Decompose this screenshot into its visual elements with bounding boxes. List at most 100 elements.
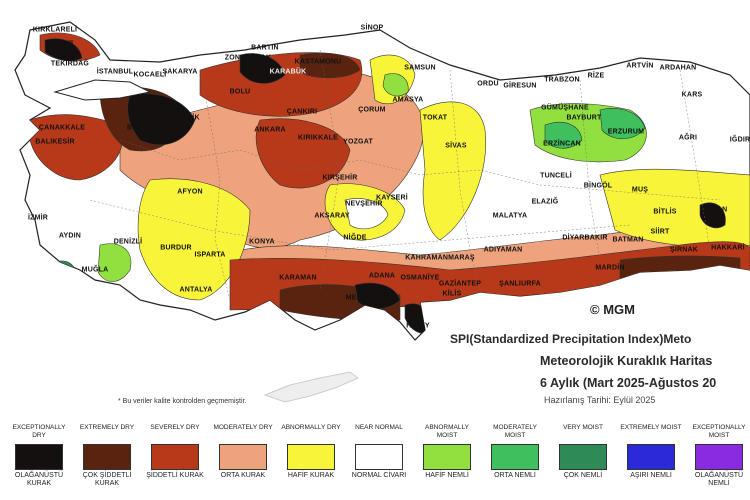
province-boundary (89, 199, 631, 251)
city-label: ANKARA (254, 126, 286, 134)
legend-swatch (559, 444, 607, 470)
legend-swatch (287, 444, 335, 470)
legend-label-en: ABNORMALLY MOIST (425, 424, 469, 439)
city-label: TRABZON (544, 76, 580, 84)
drought-map: KIRKLARELİ EDİRNE TEKİRDAĞ İSTANBUL KOCAELİ S… (14, 21, 750, 403)
city-label: KARABÜK (269, 68, 307, 76)
legend-label-tr: ORTA NEMLİ (494, 472, 536, 479)
marmara-sea (53, 79, 152, 101)
city-label: AYDIN (58, 232, 82, 240)
zone-ankara-severely-dry (255, 118, 351, 189)
zone-west-severely-dry (29, 114, 123, 181)
legend-item: MODERATELY DRY ORTA KURAK (210, 424, 276, 480)
province-boundary (319, 49, 341, 291)
city-label: KIRIKKALE (298, 134, 338, 142)
legend-label-en: MODERATELY MOIST (493, 424, 537, 439)
city-label: RİZE (587, 72, 605, 80)
city-label: AFYON (177, 188, 203, 196)
city-label: BAYBURT (566, 114, 602, 122)
legend-item: MODERATELY MOIST ORTA NEMLİ (482, 424, 548, 480)
city-label: BATMAN (612, 236, 644, 244)
city-label: ISPARTA (194, 251, 226, 259)
map-period: 6 Aylık (Mart 2025-Ağustos 20 (540, 376, 717, 390)
city-label: ÇANAKKALE (38, 124, 86, 132)
city-label: SİİRT (650, 228, 670, 236)
legend-swatch (151, 444, 199, 470)
city-label: KARAMAN (279, 274, 317, 282)
zone-bursa-exceptionally-dry (127, 93, 196, 146)
legend-item: ABNORMALLY MOIST HAFİF NEMLİ (414, 424, 480, 480)
city-label: MERSİN (345, 294, 375, 302)
legend-label-en: VERY MOIST (563, 424, 603, 431)
legend-label-tr: AŞIRI NEMLİ (630, 472, 672, 479)
city-label: ANTALYA (179, 286, 213, 294)
city-label: İZMİR (27, 214, 49, 222)
city-label: KASTAMONU (294, 58, 342, 66)
zone-lakes-abnormally-dry (137, 178, 251, 301)
zone-van-exceptionally-dry (699, 202, 726, 229)
legend-item: EXCEPTIONALLY MOIST OLAĞANÜSTÜ NEMLİ (686, 424, 750, 488)
legend-label-en: EXTREMELY MOIST (620, 424, 682, 431)
zone-thrace-exceptionally-dry (44, 38, 83, 62)
city-label: ZONGULDAK (224, 54, 272, 62)
city-label: SAMSUN (404, 64, 436, 72)
zone-erzincan-moderately-moist (544, 121, 583, 149)
city-label: TUNCELİ (540, 172, 572, 180)
city-label: NEVŞEHİR (345, 200, 383, 208)
legend-swatch (423, 444, 471, 470)
city-label: HATAY (406, 322, 430, 330)
city-label: GİRESUN (503, 82, 537, 90)
legend-label-en: EXCEPTIONALLY MOIST (692, 424, 746, 439)
city-label: KAYSERİ (376, 194, 408, 202)
map-title-block: SPI(Standardized Precipitation Index)Met… (450, 332, 750, 405)
map-subtitle: Meteorolojik Kuraklık Haritas (540, 354, 713, 368)
legend-item: NEAR NORMAL NORMAL CİVARI (346, 424, 412, 480)
map-title: SPI(Standardized Precipitation Index)Met… (450, 332, 692, 346)
city-label: ŞANLIURFA (499, 280, 541, 288)
city-label: SAKARYA (162, 68, 198, 76)
mgm-logo: © MGM (590, 302, 635, 317)
city-label: AKSARAY (314, 212, 350, 220)
city-label: BALIKESİR (35, 138, 75, 146)
city-label: OSMANİYE (400, 274, 440, 282)
legend-label-en: MODERATELY DRY (213, 424, 273, 431)
city-label: AMASYA (392, 96, 424, 104)
legend-label-en: EXCEPTIONALLY DRY (12, 424, 66, 439)
legend-swatch (83, 444, 131, 470)
legend-label-tr: ORTA KURAK (220, 472, 266, 479)
city-label: ERZİNCAN (543, 140, 581, 148)
city-label: ELAZIĞ (531, 198, 559, 206)
zone-mugla-abnormally-moist (97, 243, 132, 282)
city-label: MARDİN (595, 264, 625, 272)
quality-note: * Bu veriler kalite kontrolden geçmemişt… (118, 398, 247, 405)
legend-item: EXTREMELY DRY ÇOK ŞİDDETLİ KURAK (74, 424, 140, 488)
city-label: NİĞDE (343, 234, 367, 242)
legend-swatch (15, 444, 63, 470)
legend-item: VERY MOIST ÇOK NEMLİ (550, 424, 616, 480)
city-label: ADANA (368, 272, 396, 280)
zone-cappadocia-normal (344, 198, 389, 230)
city-label: VAN (712, 206, 728, 214)
city-label: EDİRNE (46, 40, 74, 48)
city-label: ARTVİN (626, 62, 654, 70)
city-label: ÇANKIRI (286, 108, 318, 116)
city-label: AĞRI (678, 134, 698, 142)
city-label: GÜMÜŞHANE (541, 104, 589, 112)
city-label: BURDUR (160, 244, 192, 252)
city-label: BOLU (229, 88, 251, 96)
city-label: MUĞLA (81, 266, 109, 274)
legend-item: ABNORMALLY DRY HAFİF KURAK (278, 424, 344, 480)
city-label: İSTANBUL (96, 68, 134, 76)
city-label: HAKKARİ (711, 244, 745, 252)
legend-label-en: SEVERELY DRY (150, 424, 200, 431)
city-label: BİLECİK (170, 114, 200, 122)
province-boundary (199, 69, 231, 301)
city-label: SİNOP (360, 24, 384, 32)
city-label: TEKİRDAĞ (50, 60, 90, 68)
city-label: IĞDIR (729, 136, 750, 144)
city-label: DİYARBAKIR (562, 234, 608, 242)
zone-samsun-abnormally-moist (382, 73, 409, 97)
legend-item: EXTREMELY MOIST AŞIRI NEMLİ (618, 424, 684, 480)
city-label: DENİZLİ (113, 238, 143, 246)
city-label: KIRŞEHİR (322, 174, 358, 182)
